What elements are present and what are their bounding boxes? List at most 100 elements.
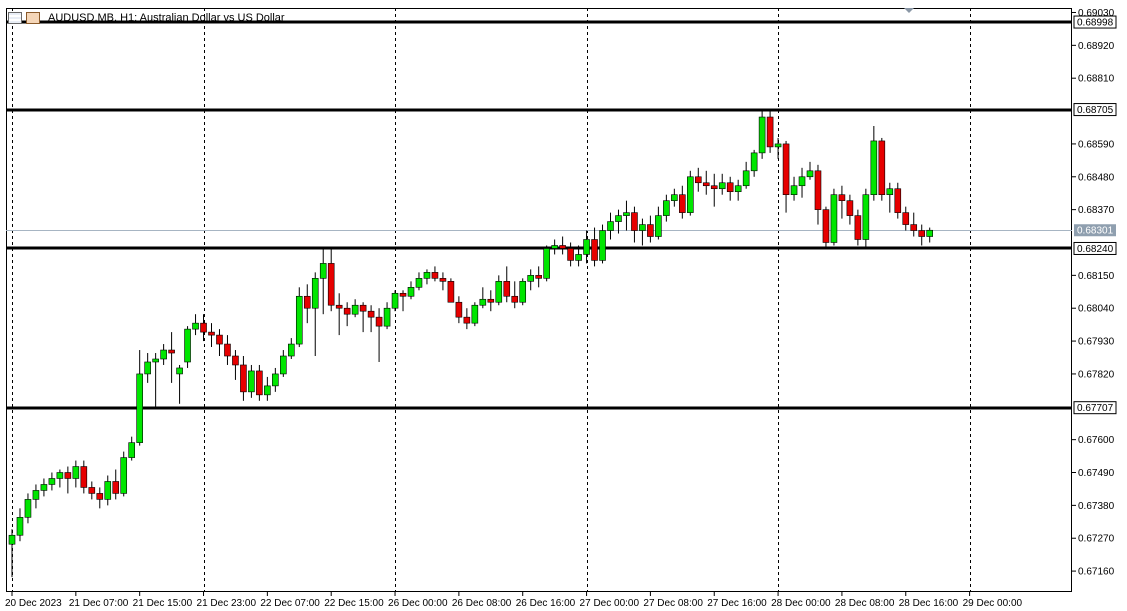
candle xyxy=(8,534,16,545)
candle xyxy=(894,188,902,213)
candle xyxy=(327,263,335,306)
candle xyxy=(256,370,263,396)
candle xyxy=(591,239,598,261)
candle xyxy=(878,140,886,196)
candle xyxy=(471,304,479,324)
candle xyxy=(319,263,327,279)
x-tick-label: 28 Dec 08:00 xyxy=(835,598,895,609)
y-tick-label: 0.67380 xyxy=(1078,501,1115,512)
y-tick-label: 0.68810 xyxy=(1078,74,1115,85)
candle xyxy=(24,499,32,518)
x-tick-label: 20 Dec 2023 xyxy=(5,598,62,609)
candle xyxy=(511,295,519,303)
candle xyxy=(503,281,511,297)
candle xyxy=(64,472,72,479)
candle xyxy=(766,116,774,148)
level-price-label: 0.68705 xyxy=(1077,105,1114,116)
candle xyxy=(232,355,239,366)
candle xyxy=(335,304,343,309)
candle xyxy=(870,140,878,196)
candle xyxy=(351,304,359,315)
candle xyxy=(782,143,790,196)
candle xyxy=(726,182,734,193)
bid-price-label: 0.68301 xyxy=(1077,226,1114,237)
menu-icon[interactable] xyxy=(8,12,22,24)
candle xyxy=(200,322,207,333)
candle xyxy=(902,212,910,225)
candle xyxy=(16,517,24,536)
candle xyxy=(615,215,622,222)
candle xyxy=(710,185,718,190)
candle xyxy=(120,457,128,494)
plot-frame xyxy=(6,8,1072,592)
candle xyxy=(838,194,846,201)
candle xyxy=(686,176,694,213)
shift-marker-icon[interactable] xyxy=(904,8,914,13)
candle xyxy=(774,143,782,148)
candle xyxy=(694,176,702,184)
candle xyxy=(264,385,271,396)
y-tick-label: 0.68370 xyxy=(1078,205,1115,216)
candle xyxy=(367,310,375,318)
candle xyxy=(72,466,80,479)
candle xyxy=(567,248,574,261)
candle xyxy=(527,275,535,282)
level-price-label: 0.68998 xyxy=(1077,18,1114,29)
level-price-tag xyxy=(1073,401,1117,415)
x-tick-label: 27 Dec 08:00 xyxy=(643,598,703,609)
candle xyxy=(104,481,112,500)
y-tick-label: 0.68480 xyxy=(1078,172,1115,183)
candle xyxy=(750,152,758,172)
chart-header: AUDUSD.MB, H1: Australian Dollar vs US D… xyxy=(8,10,285,26)
candle xyxy=(535,275,542,279)
candle xyxy=(926,229,934,237)
candle xyxy=(208,331,215,336)
x-tick-label: 21 Dec 07:00 xyxy=(69,598,129,609)
y-tick-label: 0.67820 xyxy=(1078,369,1115,380)
candle xyxy=(88,487,96,494)
y-tick-label: 0.67930 xyxy=(1078,337,1115,348)
candle xyxy=(814,170,822,210)
candle xyxy=(40,484,48,491)
candle xyxy=(303,295,311,309)
candle xyxy=(455,301,463,318)
level-price-tag xyxy=(1073,103,1117,117)
candle xyxy=(607,221,614,231)
candle xyxy=(399,292,407,297)
candle xyxy=(822,209,830,243)
x-tick-label: 22 Dec 07:00 xyxy=(260,598,320,609)
y-tick-label: 0.67600 xyxy=(1078,435,1115,446)
candle xyxy=(112,481,120,494)
candle xyxy=(886,188,894,196)
candle xyxy=(639,224,646,231)
level-price-label: 0.67707 xyxy=(1077,403,1114,414)
candle xyxy=(176,367,183,375)
candle xyxy=(495,281,503,303)
candle xyxy=(184,328,191,363)
candle xyxy=(80,466,88,488)
candle xyxy=(918,230,926,237)
candle xyxy=(248,370,255,393)
candle xyxy=(734,185,742,193)
chart-type-icon[interactable] xyxy=(26,12,40,24)
candle xyxy=(806,170,814,178)
candle xyxy=(423,272,431,279)
candle xyxy=(575,254,582,261)
x-tick-label: 28 Dec 16:00 xyxy=(899,598,959,609)
candle xyxy=(862,194,870,240)
candle xyxy=(647,224,654,237)
candle xyxy=(655,215,662,237)
x-tick-label: 27 Dec 00:00 xyxy=(580,598,640,609)
y-tick-label: 0.68040 xyxy=(1078,304,1115,315)
candle xyxy=(415,278,423,288)
chart-title: AUDUSD.MB, H1: Australian Dollar vs US D… xyxy=(48,12,285,24)
y-tick-label: 0.69030 xyxy=(1078,8,1115,19)
candle xyxy=(216,334,223,345)
bid-price-tag xyxy=(1074,224,1116,237)
y-tick-label: 0.68590 xyxy=(1078,139,1115,150)
candle xyxy=(718,182,726,190)
candle xyxy=(128,442,135,458)
x-tick-label: 21 Dec 15:00 xyxy=(133,598,193,609)
